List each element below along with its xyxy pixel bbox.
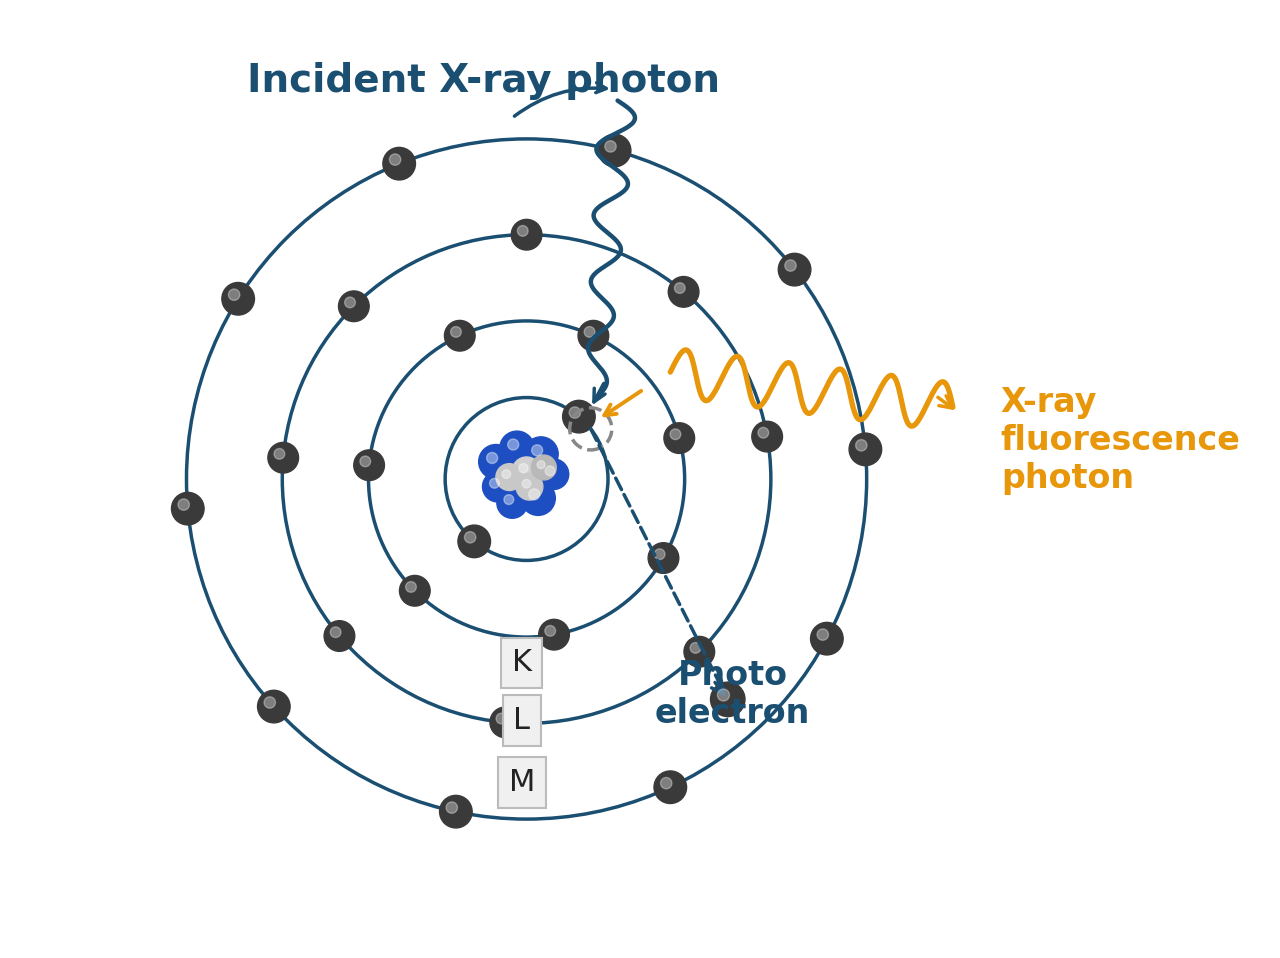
Circle shape bbox=[598, 134, 631, 167]
Circle shape bbox=[499, 431, 534, 466]
Circle shape bbox=[257, 691, 291, 723]
Circle shape bbox=[654, 771, 686, 804]
Circle shape bbox=[531, 445, 543, 456]
Circle shape bbox=[778, 253, 810, 285]
Circle shape bbox=[563, 400, 595, 433]
Text: Photo
electron: Photo electron bbox=[655, 659, 810, 730]
Circle shape bbox=[648, 543, 678, 573]
Circle shape bbox=[486, 452, 498, 464]
Circle shape bbox=[538, 461, 545, 468]
Circle shape bbox=[447, 802, 457, 813]
Circle shape bbox=[274, 448, 284, 459]
Circle shape bbox=[660, 778, 672, 788]
Circle shape bbox=[172, 492, 204, 525]
Circle shape bbox=[268, 443, 298, 473]
Circle shape bbox=[497, 713, 507, 724]
Circle shape bbox=[855, 440, 867, 451]
Circle shape bbox=[508, 439, 518, 450]
Circle shape bbox=[710, 682, 745, 717]
Circle shape bbox=[531, 455, 557, 480]
Circle shape bbox=[517, 225, 529, 237]
Circle shape bbox=[545, 466, 556, 476]
Circle shape bbox=[690, 643, 701, 653]
Circle shape bbox=[654, 549, 666, 559]
Circle shape bbox=[344, 297, 356, 308]
Text: Incident X-ray photon: Incident X-ray photon bbox=[247, 62, 719, 101]
Circle shape bbox=[817, 628, 828, 640]
Circle shape bbox=[353, 450, 384, 481]
Circle shape bbox=[785, 260, 796, 271]
Circle shape bbox=[399, 576, 430, 606]
Circle shape bbox=[483, 471, 513, 502]
Circle shape bbox=[502, 469, 511, 478]
Circle shape bbox=[451, 327, 461, 337]
Text: M: M bbox=[508, 768, 535, 797]
Circle shape bbox=[605, 141, 616, 152]
Circle shape bbox=[324, 621, 355, 651]
Circle shape bbox=[178, 499, 189, 511]
Circle shape bbox=[330, 627, 340, 638]
Circle shape bbox=[490, 707, 521, 738]
Circle shape bbox=[383, 148, 416, 180]
Circle shape bbox=[684, 636, 714, 667]
Circle shape bbox=[522, 479, 531, 488]
Circle shape bbox=[516, 473, 543, 500]
Circle shape bbox=[810, 623, 844, 655]
Circle shape bbox=[717, 689, 730, 701]
Circle shape bbox=[529, 489, 540, 500]
Circle shape bbox=[538, 459, 568, 490]
Circle shape bbox=[444, 320, 475, 351]
Circle shape bbox=[524, 437, 558, 471]
Circle shape bbox=[497, 488, 527, 518]
Circle shape bbox=[539, 619, 570, 650]
Circle shape bbox=[465, 532, 476, 543]
Circle shape bbox=[751, 422, 782, 452]
Circle shape bbox=[669, 429, 681, 440]
Circle shape bbox=[221, 283, 255, 315]
Circle shape bbox=[458, 525, 490, 558]
Circle shape bbox=[849, 433, 882, 466]
Circle shape bbox=[228, 289, 239, 301]
Circle shape bbox=[489, 478, 499, 489]
Circle shape bbox=[264, 696, 275, 708]
Circle shape bbox=[758, 427, 769, 438]
Circle shape bbox=[675, 283, 685, 293]
Circle shape bbox=[518, 464, 529, 473]
Circle shape bbox=[664, 422, 695, 453]
Circle shape bbox=[504, 494, 513, 505]
Circle shape bbox=[570, 407, 581, 419]
Circle shape bbox=[584, 327, 595, 337]
Circle shape bbox=[338, 291, 369, 322]
Circle shape bbox=[579, 320, 609, 351]
Text: X-ray
fluorescence
photon: X-ray fluorescence photon bbox=[1001, 386, 1240, 495]
Circle shape bbox=[495, 464, 522, 490]
Circle shape bbox=[439, 795, 472, 828]
Circle shape bbox=[521, 481, 556, 515]
Circle shape bbox=[360, 456, 371, 467]
Circle shape bbox=[512, 457, 541, 486]
Circle shape bbox=[545, 626, 556, 636]
Circle shape bbox=[511, 219, 541, 250]
Text: L: L bbox=[513, 706, 530, 735]
Circle shape bbox=[389, 154, 401, 166]
Circle shape bbox=[406, 582, 416, 592]
Text: K: K bbox=[512, 649, 531, 677]
Circle shape bbox=[668, 277, 699, 308]
Circle shape bbox=[479, 445, 513, 479]
